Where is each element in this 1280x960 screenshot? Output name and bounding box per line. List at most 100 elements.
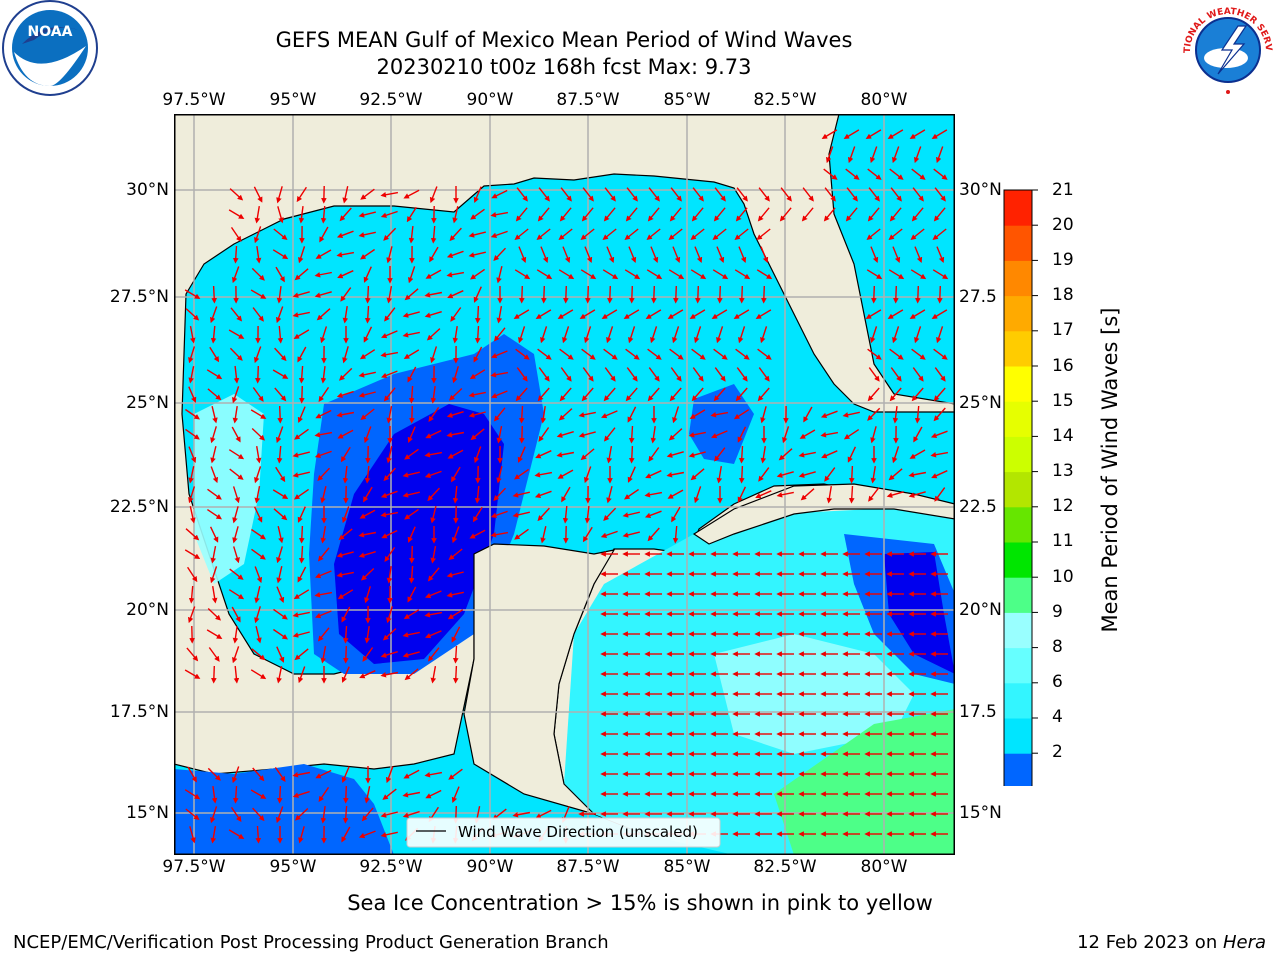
- wind-wave-arrow: [755, 490, 772, 499]
- wind-wave-arrow: [314, 591, 333, 598]
- colorbar-band: [1004, 577, 1032, 613]
- wind-wave-arrow: [667, 489, 684, 499]
- wind-wave-arrow: [404, 508, 419, 520]
- wind-wave-arrow: [381, 370, 398, 379]
- wind-wave-arrow: [255, 445, 262, 464]
- wind-wave-arrow: [583, 466, 592, 484]
- colorbar-band: [1004, 366, 1032, 402]
- wind-wave-arrow: [776, 491, 794, 498]
- wind-wave-arrow: [340, 446, 351, 463]
- wind-wave-arrow: [515, 348, 530, 360]
- lon-tick-bottom: 97.5°W: [162, 857, 226, 877]
- wind-wave-arrow: [691, 387, 704, 402]
- wind-wave-arrow: [206, 369, 223, 380]
- wind-wave-arrow: [211, 665, 217, 684]
- wind-wave-arrow: [298, 246, 306, 264]
- wind-wave-arrow: [668, 428, 683, 441]
- wind-wave-arrow: [233, 365, 240, 384]
- wind-wave-arrow: [294, 807, 309, 821]
- wind-wave-arrow: [255, 246, 262, 264]
- wind-wave-arrow: [559, 387, 572, 402]
- wind-wave-arrow: [490, 531, 509, 538]
- wind-wave-arrow: [251, 648, 266, 661]
- wind-wave-arrow: [255, 825, 262, 844]
- colorbar-band: [1004, 647, 1032, 684]
- wind-wave-arrow: [557, 469, 574, 479]
- wind-wave-arrow: [231, 266, 240, 284]
- wind-wave-arrow: [207, 388, 222, 401]
- wind-wave-arrow: [496, 305, 503, 324]
- wind-wave-arrow: [889, 387, 902, 402]
- wind-wave-arrow: [253, 186, 263, 203]
- wind-wave-arrow: [518, 246, 527, 263]
- wind-wave-arrow: [557, 309, 574, 319]
- wind-wave-arrow: [277, 526, 284, 544]
- wind-wave-arrow: [756, 269, 773, 280]
- wind-wave-arrow: [493, 327, 506, 342]
- wind-wave-arrow: [298, 525, 305, 544]
- wind-wave-arrow: [761, 285, 767, 304]
- wind-wave-arrow: [624, 269, 641, 280]
- wind-wave-arrow: [189, 325, 196, 344]
- wind-wave-arrow: [446, 571, 464, 578]
- wind-wave-arrow: [407, 586, 417, 603]
- wind-wave-arrow: [491, 350, 508, 359]
- wind-wave-arrow: [276, 286, 283, 304]
- wind-wave-arrow: [601, 410, 618, 419]
- wind-wave-arrow: [669, 348, 684, 360]
- wind-wave-arrow: [760, 326, 768, 344]
- wind-wave-arrow: [294, 268, 309, 281]
- lon-tick-top: 87.5°W: [556, 90, 620, 110]
- wind-wave-arrow: [886, 491, 904, 498]
- wind-wave-arrow: [578, 431, 596, 438]
- wind-wave-arrow: [363, 486, 373, 503]
- wind-wave-arrow: [578, 411, 596, 418]
- wind-wave-arrow: [293, 589, 310, 600]
- wind-wave-arrow: [380, 671, 399, 678]
- wind-wave-arrow: [537, 387, 550, 402]
- wind-wave-arrow: [647, 348, 662, 360]
- wind-wave-arrow: [562, 505, 569, 524]
- wind-wave-arrow: [208, 647, 220, 662]
- lon-tick-bottom: 92.5°W: [359, 857, 423, 877]
- wind-wave-arrow: [735, 387, 748, 402]
- wind-wave-arrow: [603, 387, 616, 402]
- wind-wave-arrow: [382, 788, 397, 800]
- wind-wave-arrow: [296, 186, 307, 203]
- wind-wave-arrow: [694, 486, 702, 504]
- wind-wave-arrow: [670, 367, 682, 382]
- wind-wave-arrow: [448, 768, 463, 780]
- lon-tick-bottom: 90°W: [466, 857, 514, 877]
- wind-wave-arrow: [623, 309, 640, 319]
- wind-wave-arrow: [316, 308, 331, 321]
- wind-wave-arrow: [496, 425, 503, 444]
- wind-wave-arrow: [490, 371, 509, 378]
- wind-wave-arrow: [228, 209, 245, 219]
- wind-wave-arrow: [448, 387, 463, 401]
- wind-wave-arrow: [185, 808, 200, 821]
- wind-wave-arrow: [275, 806, 284, 824]
- wind-wave-arrow: [341, 826, 351, 843]
- wind-wave-arrow: [758, 187, 770, 202]
- cuba-land: [692, 483, 955, 545]
- wind-wave-arrow: [449, 227, 462, 242]
- footer-date-text: 12 Feb 2023 on: [1077, 932, 1223, 953]
- wind-wave-arrow: [315, 610, 332, 619]
- wind-wave-arrows: [184, 129, 949, 844]
- wind-wave-arrow: [490, 510, 508, 518]
- wind-wave-arrow: [473, 446, 482, 464]
- wind-wave-arrow: [320, 326, 328, 344]
- colorbar-tick: 8: [1052, 637, 1063, 657]
- wind-wave-arrow: [250, 669, 267, 680]
- wind-wave-arrow: [757, 207, 770, 222]
- wind-wave-arrow: [273, 228, 288, 241]
- wind-wave-arrow: [425, 630, 442, 639]
- wind-wave-arrow: [274, 766, 286, 782]
- pacific-water: [174, 764, 394, 855]
- wind-wave-arrow: [380, 191, 399, 198]
- wind-wave-arrow: [582, 187, 594, 202]
- wind-wave-arrow: [493, 487, 507, 502]
- wind-wave-arrow: [712, 269, 729, 280]
- wind-wave-arrow: [491, 189, 508, 199]
- wind-wave-arrow: [757, 348, 772, 360]
